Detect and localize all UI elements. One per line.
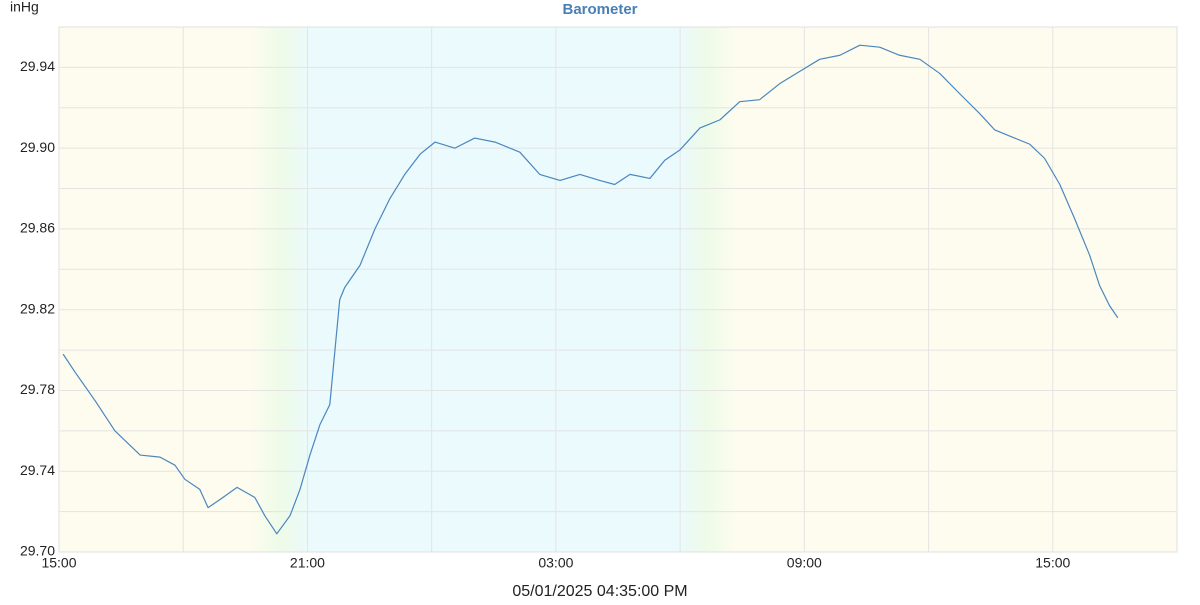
y-tick-label: 29.74 — [20, 462, 55, 478]
x-tick-label: 03:00 — [538, 555, 573, 571]
y-tick-label: 29.82 — [20, 300, 55, 316]
x-tick-label: 15:00 — [41, 555, 76, 571]
y-tick-label: 29.86 — [20, 220, 55, 236]
plot-background — [59, 27, 1177, 552]
x-tick-label: 21:00 — [290, 555, 325, 571]
x-tick-label: 09:00 — [787, 555, 822, 571]
y-tick-label: 29.90 — [20, 139, 55, 155]
x-axis-label: 05/01/2025 04:35:00 PM — [512, 583, 687, 600]
data-line — [62, 44, 1119, 535]
plot-frame — [58, 26, 1178, 553]
x-tick-label: 15:00 — [1035, 555, 1070, 571]
y-tick-label: 29.78 — [20, 381, 55, 397]
y-tick-label: 29.94 — [20, 58, 55, 74]
y-tick-label: 29.70 — [20, 543, 55, 559]
y-axis-label: inHg — [10, 0, 39, 15]
chart-title: Barometer — [562, 1, 637, 18]
